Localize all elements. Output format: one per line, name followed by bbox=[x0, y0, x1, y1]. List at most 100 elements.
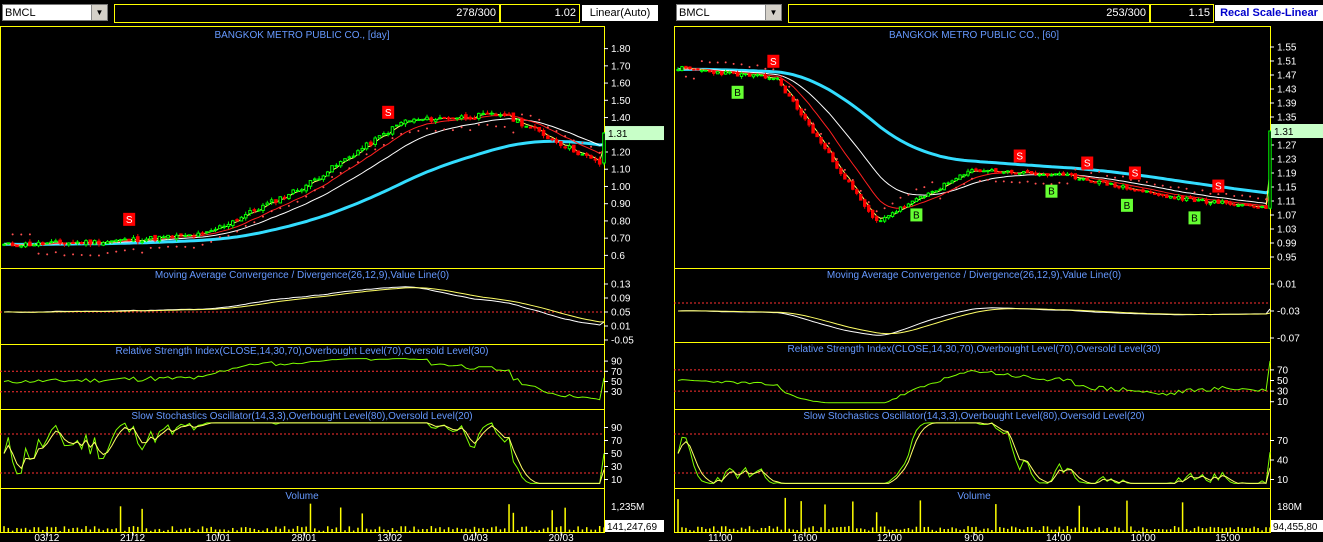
candle-body bbox=[871, 209, 875, 218]
left-symbol-select[interactable]: BMCL ▼ bbox=[2, 4, 108, 21]
candle-body bbox=[10, 242, 15, 247]
volume-bar bbox=[685, 527, 687, 532]
candle-body bbox=[878, 220, 883, 223]
sar-dot bbox=[1201, 189, 1204, 192]
volume-bar bbox=[538, 530, 541, 532]
volume-bar bbox=[309, 503, 312, 532]
candle-body bbox=[209, 230, 213, 233]
date-tick-label: 20/03 bbox=[549, 533, 574, 542]
volume-bar bbox=[887, 529, 890, 532]
candle-body bbox=[783, 85, 787, 94]
candle-body bbox=[459, 115, 464, 120]
price-tick-label: 1.27 bbox=[1277, 141, 1297, 152]
sar-dot bbox=[1249, 195, 1252, 198]
candle-body bbox=[739, 73, 744, 77]
stochastic-title: Slow Stochastics Oscillator(14,3,3),Over… bbox=[803, 411, 1144, 422]
candle-body bbox=[1168, 195, 1173, 199]
volume-bar bbox=[701, 527, 703, 532]
volume-bar bbox=[844, 526, 846, 532]
volume-bar bbox=[89, 529, 92, 532]
candle-body bbox=[1073, 173, 1077, 180]
volume-last-label: 141,247,69 bbox=[607, 522, 657, 533]
right-scale-button[interactable]: Recal Scale-Linear bbox=[1215, 5, 1323, 21]
volume-bar bbox=[547, 527, 549, 532]
candle-body bbox=[584, 153, 589, 156]
volume-bar bbox=[201, 526, 204, 532]
candle-body bbox=[252, 209, 257, 212]
sar-dot bbox=[503, 125, 506, 128]
sar-dot bbox=[270, 210, 273, 213]
candle-body bbox=[1188, 196, 1193, 199]
volume-bar bbox=[568, 529, 571, 532]
volume-bar bbox=[270, 530, 273, 532]
candle-body bbox=[550, 138, 554, 141]
volume-bar bbox=[456, 527, 458, 532]
candle-body bbox=[187, 234, 192, 237]
volume-bar bbox=[903, 528, 906, 532]
sar-dot bbox=[305, 195, 308, 198]
sar-dot bbox=[54, 251, 57, 254]
sar-dot bbox=[322, 186, 325, 189]
candle-body bbox=[511, 112, 516, 122]
price-tick-label: 1.47 bbox=[1277, 71, 1297, 82]
candle-body bbox=[157, 235, 162, 242]
volume-bar bbox=[1173, 526, 1176, 532]
volume-bar bbox=[1257, 528, 1259, 532]
volume-bar bbox=[33, 527, 35, 532]
candle-body bbox=[1049, 174, 1054, 177]
sar-dot bbox=[780, 74, 783, 77]
date-tick-label: 21/12 bbox=[120, 533, 145, 542]
rsi-tick-label: 50 bbox=[611, 377, 623, 388]
candle-body bbox=[994, 168, 998, 173]
chevron-down-icon[interactable]: ▼ bbox=[765, 5, 781, 20]
price-chart-title: BANGKOK METRO PUBLIC CO., [day] bbox=[214, 30, 389, 41]
candle-body bbox=[386, 132, 390, 136]
candle-body bbox=[412, 118, 416, 123]
signal-marker-label: S bbox=[1016, 152, 1023, 163]
candle-body bbox=[425, 116, 429, 121]
rsi-tick-label: 50 bbox=[1277, 376, 1289, 387]
sar-dot bbox=[1177, 186, 1180, 189]
right-symbol-select[interactable]: BMCL ▼ bbox=[676, 4, 782, 21]
candle-body bbox=[1085, 178, 1089, 181]
fast-moving-average-line bbox=[3, 113, 605, 247]
candle-body bbox=[894, 211, 899, 214]
volume-bar bbox=[111, 529, 113, 532]
volume-bar bbox=[987, 528, 989, 532]
volume-last-box bbox=[605, 520, 664, 532]
candle-body bbox=[727, 71, 732, 74]
volume-bar bbox=[907, 528, 910, 532]
volume-bar bbox=[374, 529, 376, 532]
volume-bar bbox=[318, 530, 320, 532]
candle-body bbox=[867, 205, 871, 212]
candle-body bbox=[827, 148, 831, 154]
candle-body bbox=[49, 241, 54, 244]
candle-body bbox=[161, 236, 166, 239]
sar-dot bbox=[1193, 191, 1196, 194]
macd-line bbox=[3, 286, 605, 326]
last-price-label: 1.31 bbox=[1274, 127, 1294, 138]
macd-tick-label: 0.01 bbox=[611, 322, 631, 333]
date-tick-label: 10:00 bbox=[1131, 533, 1156, 542]
left-scale-button[interactable]: Linear(Auto) bbox=[582, 5, 658, 21]
macd-tick-label: 0.05 bbox=[611, 308, 631, 319]
volume-bar bbox=[808, 527, 810, 532]
panel-divider[interactable] bbox=[664, 0, 674, 542]
price-tick-label: 1.43 bbox=[1277, 85, 1297, 96]
volume-bar bbox=[1086, 527, 1088, 532]
date-tick-label: 03/12 bbox=[34, 533, 59, 542]
chevron-down-icon[interactable]: ▼ bbox=[91, 5, 107, 20]
volume-bar bbox=[1122, 530, 1124, 532]
candle-body bbox=[282, 196, 287, 199]
sar-dot bbox=[1265, 198, 1268, 201]
candle-body bbox=[1129, 188, 1133, 191]
volume-bar bbox=[1150, 530, 1152, 532]
volume-bar bbox=[400, 526, 402, 532]
volume-bar bbox=[128, 526, 130, 532]
candle-body bbox=[1172, 196, 1177, 200]
signal-marker-label: S bbox=[126, 215, 133, 226]
date-tick-label: 15:00 bbox=[1215, 533, 1240, 542]
candle-body bbox=[481, 112, 485, 115]
volume-bar bbox=[42, 529, 44, 532]
volume-bar bbox=[1261, 530, 1263, 532]
